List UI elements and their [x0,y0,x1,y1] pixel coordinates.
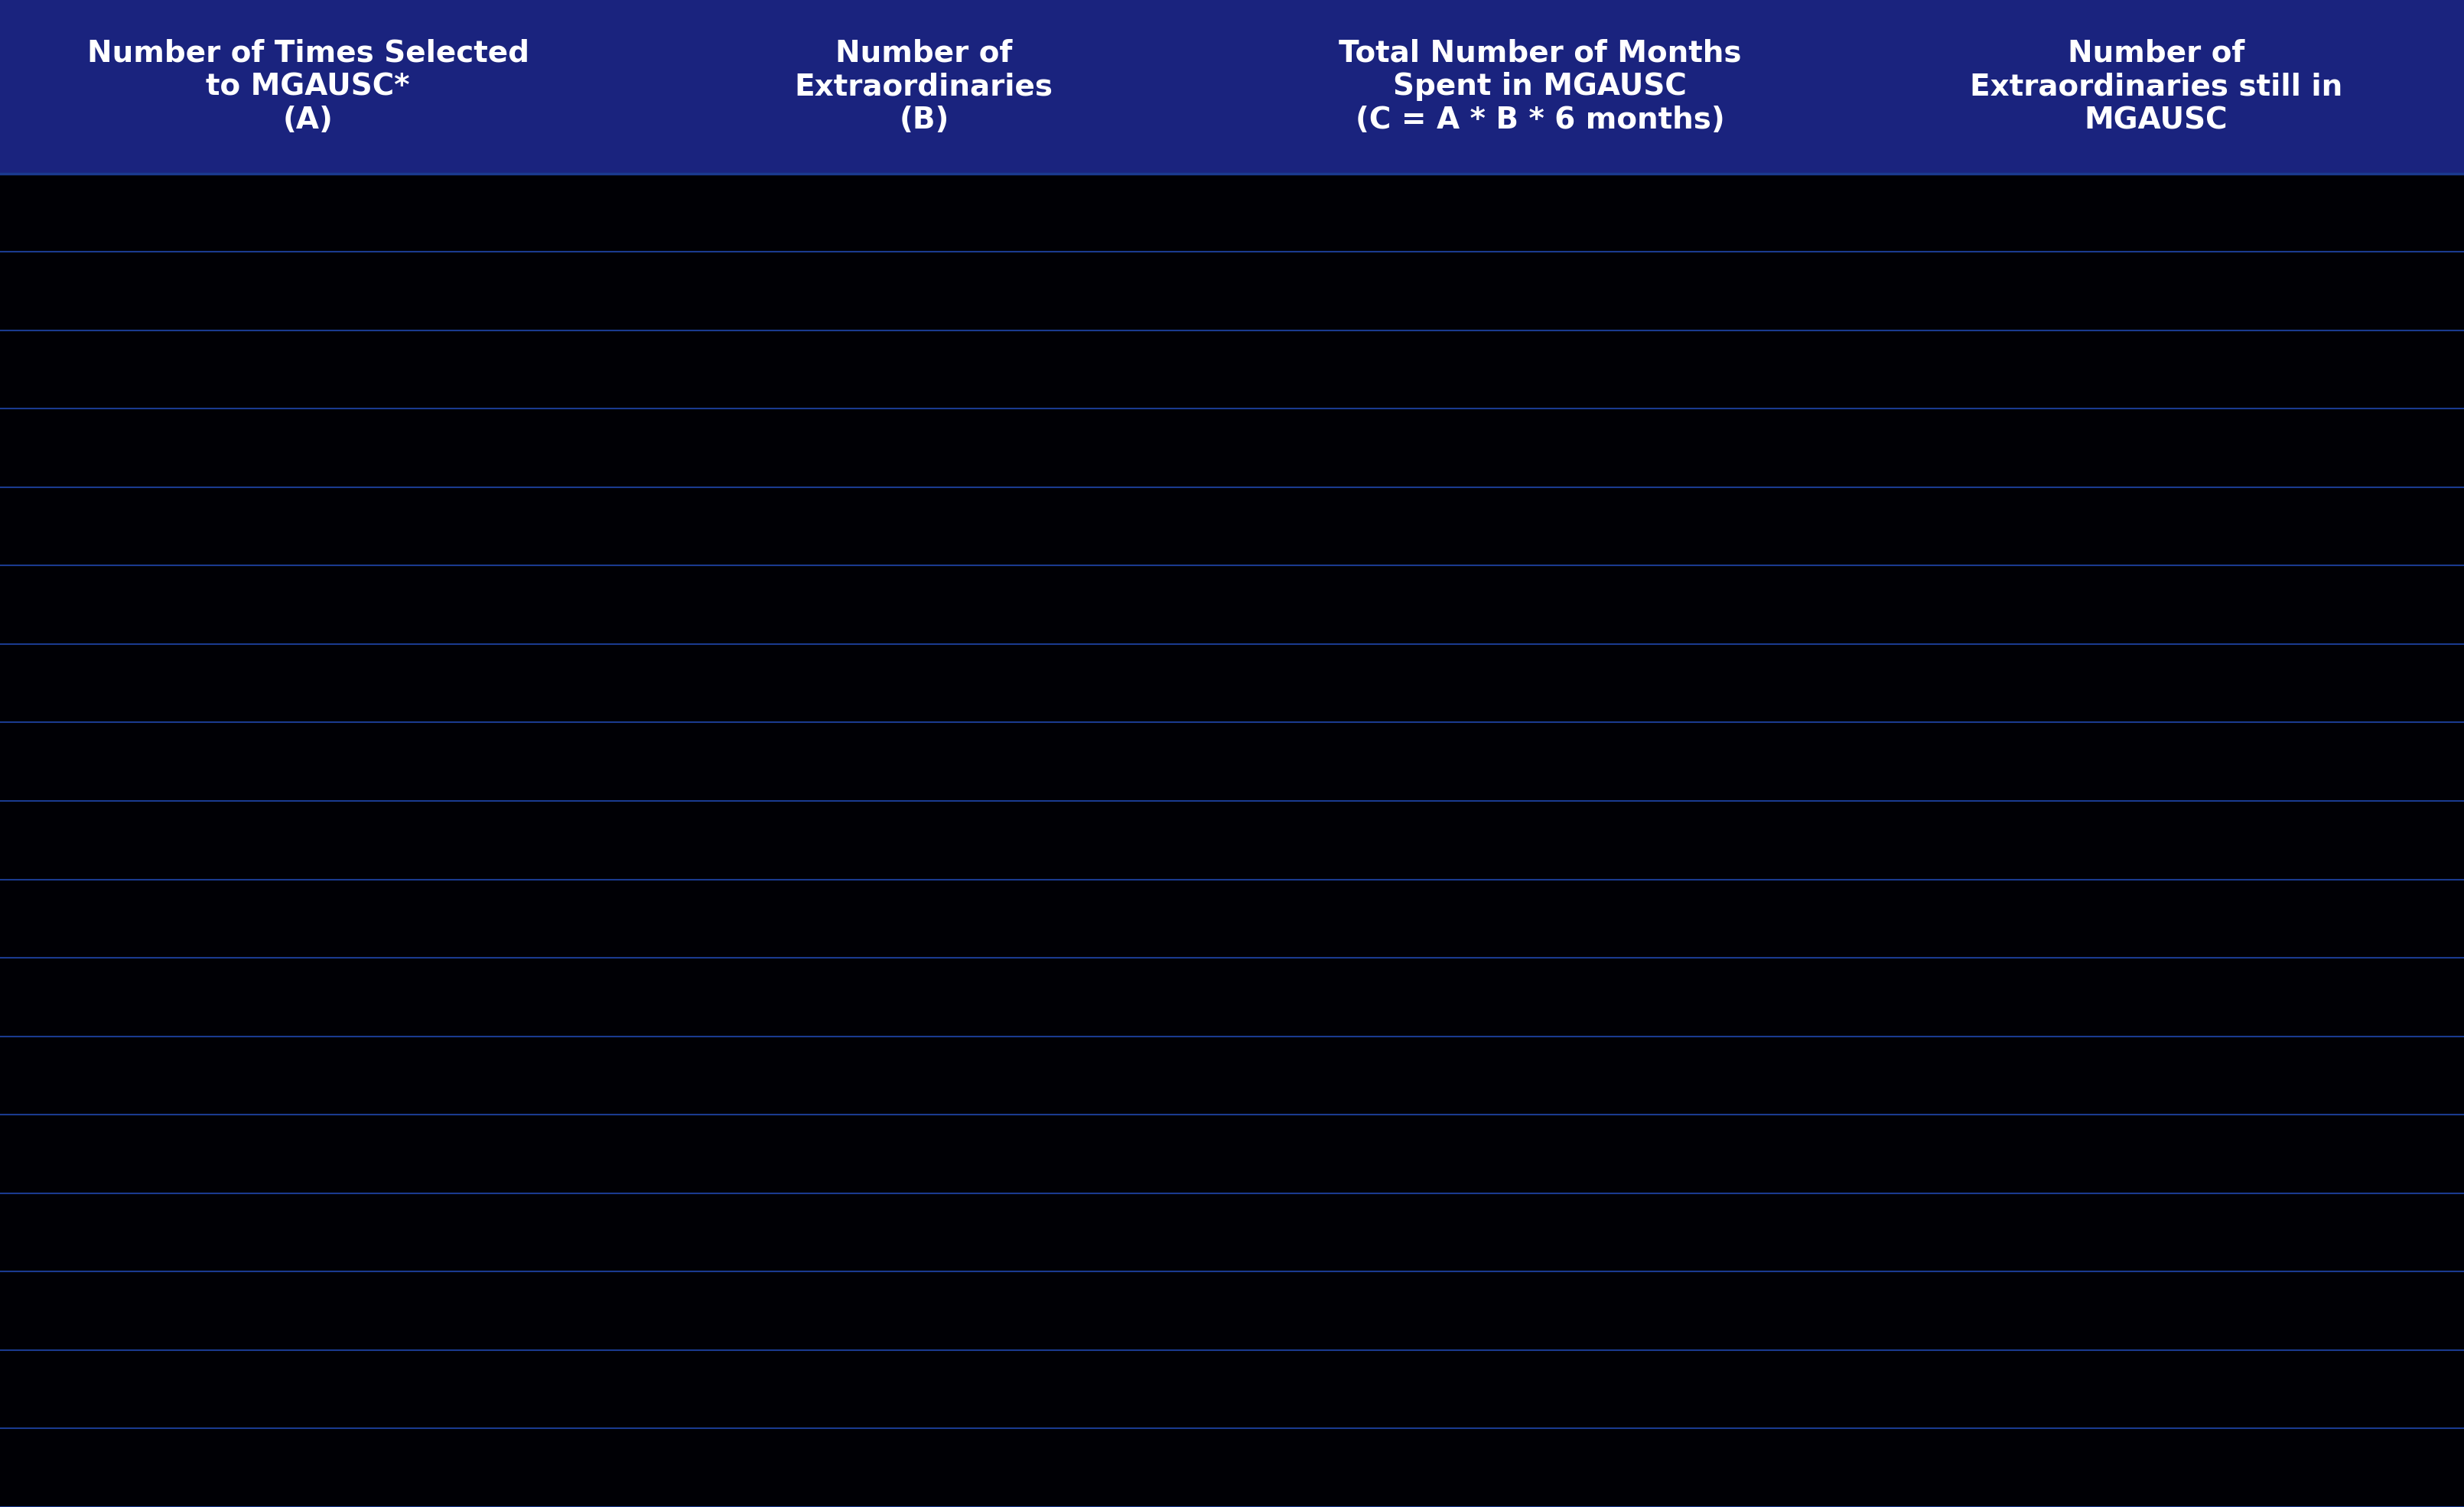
Text: Number of Times Selected
to MGAUSC*
(A): Number of Times Selected to MGAUSC* (A) [86,39,530,134]
Text: Number of
Extraordinaries still in
MGAUSC: Number of Extraordinaries still in MGAUS… [1969,39,2343,134]
Text: Number of
Extraordinaries
(B): Number of Extraordinaries (B) [796,39,1052,134]
Bar [0,173,2464,1507]
Bar [0,0,2464,173]
Text: Total Number of Months
Spent in MGAUSC
(C = A * B * 6 months): Total Number of Months Spent in MGAUSC (… [1338,39,1742,134]
